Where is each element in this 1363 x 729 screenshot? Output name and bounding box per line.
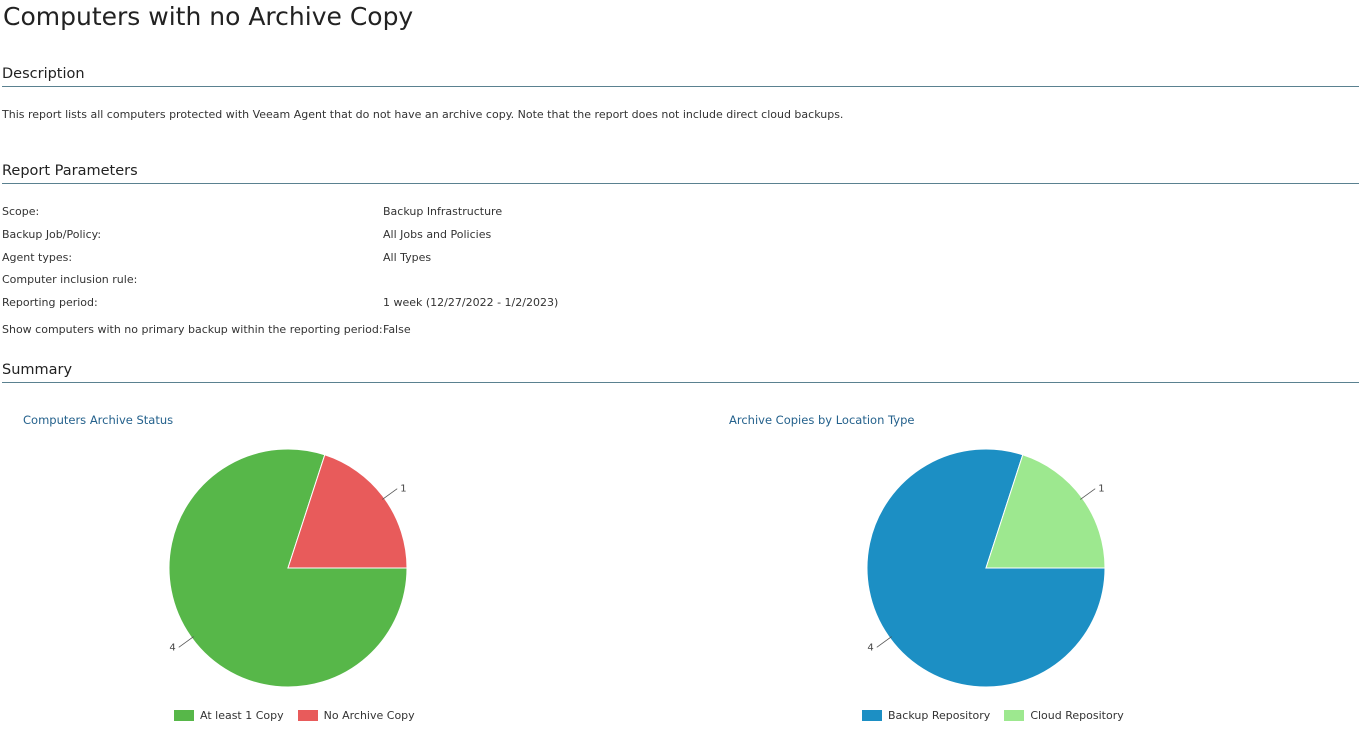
param-label-backup-job: Backup Job/Policy: bbox=[2, 228, 102, 241]
leader-line bbox=[178, 636, 194, 648]
param-value-reporting-period: 1 week (12/27/2022 - 1/2/2023) bbox=[383, 296, 559, 309]
legend-swatch-green bbox=[174, 710, 194, 721]
data-label: 4 bbox=[867, 642, 873, 653]
legend-location-type: Backup Repository Cloud Repository bbox=[862, 709, 1124, 722]
description-heading: Description bbox=[2, 66, 1359, 87]
legend-swatch-light-green bbox=[1004, 710, 1025, 721]
legend-swatch-blue bbox=[862, 710, 882, 721]
legend-label: Backup Repository bbox=[888, 709, 991, 722]
legend-label: No Archive Copy bbox=[323, 709, 415, 722]
legend-item-backup-repository: Backup Repository bbox=[862, 709, 990, 722]
chart-title-archive-status: Computers Archive Status bbox=[23, 413, 174, 427]
data-label: 4 bbox=[169, 642, 175, 653]
legend-archive-status: At least 1 Copy No Archive Copy bbox=[174, 709, 415, 722]
description-text: This report lists all computers protecte… bbox=[2, 108, 844, 121]
leader-line bbox=[876, 636, 892, 648]
param-value-show-computers: False bbox=[383, 323, 411, 336]
leader-line bbox=[1080, 488, 1096, 500]
legend-swatch-red bbox=[297, 710, 318, 721]
param-label-inclusion-rule: Computer inclusion rule: bbox=[2, 273, 138, 286]
summary-heading: Summary bbox=[2, 362, 1359, 383]
data-label: 1 bbox=[1098, 484, 1104, 495]
param-label-agent-types: Agent types: bbox=[2, 251, 73, 264]
data-label: 1 bbox=[400, 484, 406, 495]
legend-item-at-least-1-copy: At least 1 Copy bbox=[174, 709, 284, 722]
legend-item-cloud-repository: Cloud Repository bbox=[1004, 709, 1124, 722]
param-value-scope: Backup Infrastructure bbox=[383, 205, 503, 218]
param-value-agent-types: All Types bbox=[383, 251, 432, 264]
legend-item-no-archive-copy: No Archive Copy bbox=[297, 709, 415, 722]
legend-label: Cloud Repository bbox=[1030, 709, 1124, 722]
chart-title-location-type: Archive Copies by Location Type bbox=[729, 413, 915, 427]
page-title: Computers with no Archive Copy bbox=[3, 2, 414, 31]
param-label-reporting-period: Reporting period: bbox=[2, 296, 98, 309]
report-parameters-heading: Report Parameters bbox=[2, 163, 1359, 184]
leader-line bbox=[382, 488, 398, 500]
param-value-backup-job: All Jobs and Policies bbox=[383, 228, 492, 241]
param-label-scope: Scope: bbox=[2, 205, 40, 218]
param-label-show-computers: Show computers with no primary backup wi… bbox=[2, 323, 383, 336]
legend-label: At least 1 Copy bbox=[200, 709, 284, 722]
